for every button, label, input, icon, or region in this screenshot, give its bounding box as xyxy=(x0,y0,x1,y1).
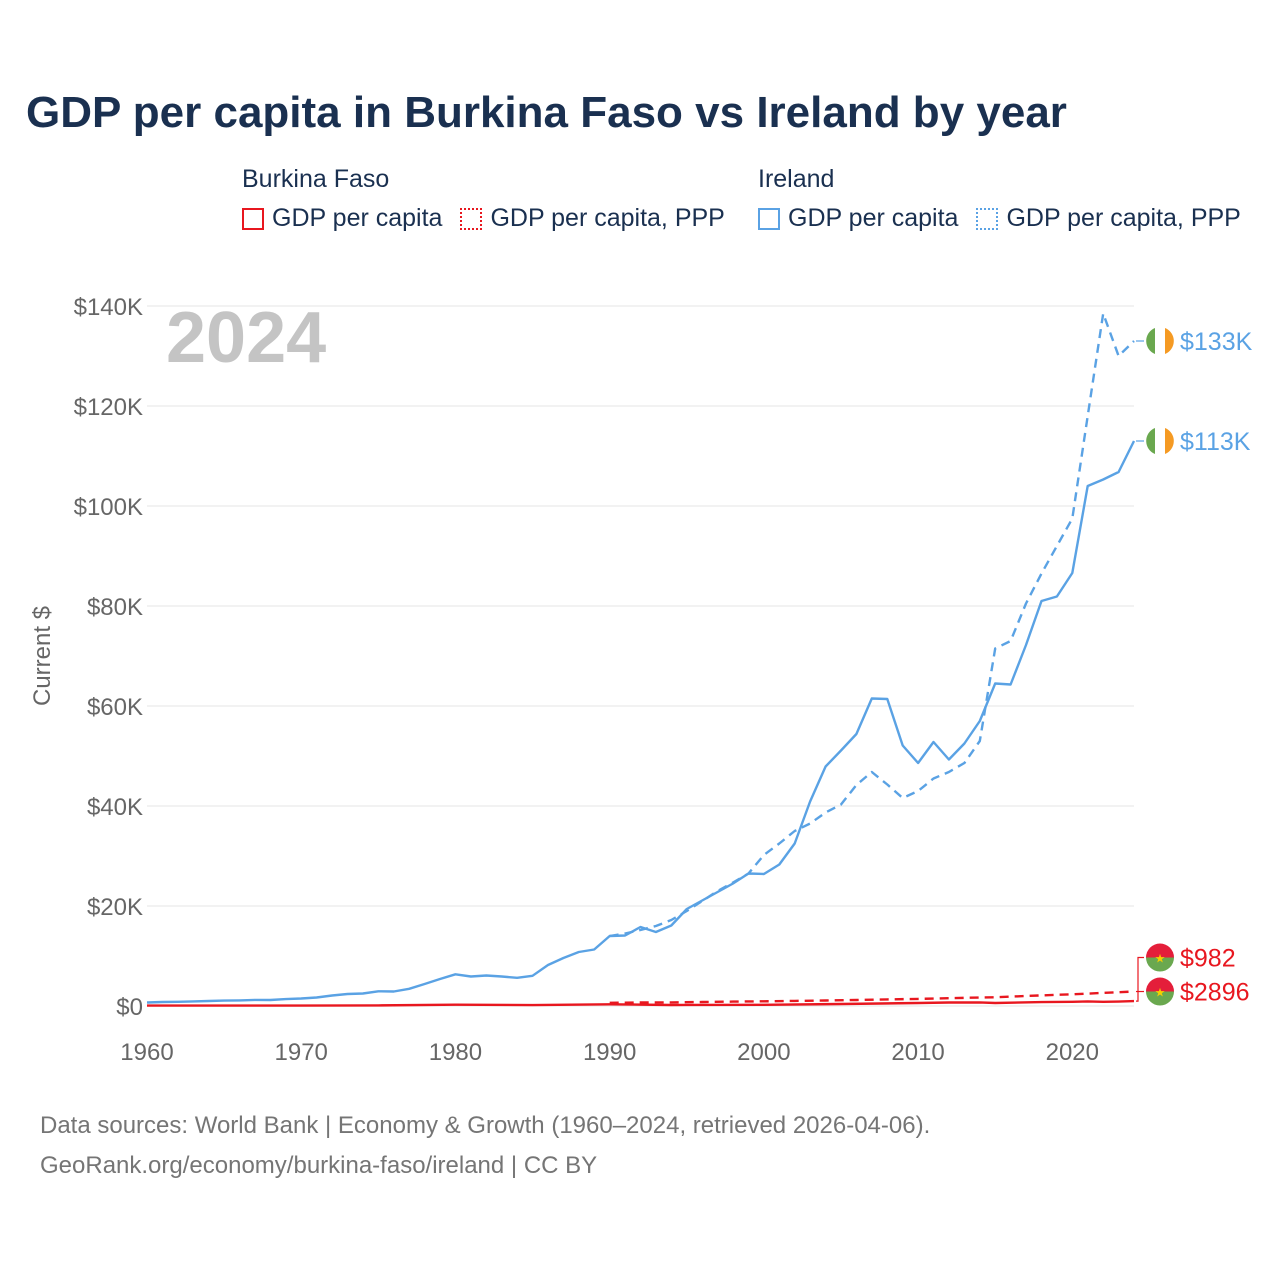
x-tick-label: 2020 xyxy=(1046,1039,1099,1066)
burkina-faso-flag-green xyxy=(1146,991,1174,1006)
y-tick-label: $20K xyxy=(87,894,143,921)
footer-source: Data sources: World Bank | Economy & Gro… xyxy=(40,1112,931,1139)
ireland-flag-green xyxy=(1146,428,1155,454)
y-axis-label: Current $ xyxy=(29,606,56,706)
x-tick-label: 1970 xyxy=(275,1039,328,1066)
y-tick-label: $0 xyxy=(116,994,143,1021)
legend-swatch-dotted xyxy=(976,207,999,230)
year-watermark: 2024 xyxy=(166,298,326,378)
end-value-label: $113K xyxy=(1180,428,1251,456)
legend-item-ireland-gdp-ppp[interactable]: GDP per capita, PPP xyxy=(976,204,1241,233)
legend-group-burkina-faso: Burkina Faso GDP per capita GDP per capi… xyxy=(242,162,743,233)
burkina-faso-flag-star: ★ xyxy=(1155,952,1166,966)
legend-label: GDP per capita, PPP xyxy=(490,204,725,232)
legend-group-ireland: Ireland GDP per capita GDP per capita, P… xyxy=(758,162,1259,233)
x-tick-label: 1990 xyxy=(583,1039,636,1066)
legend-row: GDP per capita GDP per capita, PPP xyxy=(242,204,743,233)
ireland-flag-orange xyxy=(1165,328,1174,354)
legend-swatch-solid xyxy=(242,207,264,230)
y-tick-label: $80K xyxy=(87,594,143,621)
legend-item-burkina-gdp[interactable]: GDP per capita xyxy=(242,204,442,233)
footer: Data sources: World Bank | Economy & Gro… xyxy=(40,1106,930,1186)
legend-swatch-solid xyxy=(758,207,780,230)
chart-title: GDP per capita in Burkina Faso vs Irelan… xyxy=(26,88,1067,137)
burkina-faso-flag-icon xyxy=(1146,977,1174,992)
series-line-burkina-faso-gdp-per-capita-ppp xyxy=(609,990,1135,1004)
y-tick-label: $40K xyxy=(87,794,143,821)
y-tick-label: $140K xyxy=(74,294,143,321)
x-tick-label: 1980 xyxy=(429,1039,482,1066)
end-value-label: $2896 xyxy=(1180,979,1250,1007)
burkina-faso-flag-green xyxy=(1146,957,1174,972)
burkina-faso-flag-star: ★ xyxy=(1155,986,1166,1000)
y-tick-label: $120K xyxy=(74,394,143,421)
legend-swatch-dotted xyxy=(460,207,483,230)
legend-row: GDP per capita GDP per capita, PPP xyxy=(758,204,1259,233)
y-tick-label: $100K xyxy=(74,494,143,521)
legend-label: GDP per capita xyxy=(272,204,443,232)
x-tick-label: 2010 xyxy=(891,1039,944,1066)
end-value-label: $982 xyxy=(1180,945,1236,973)
legend-group-title: Ireland xyxy=(758,165,835,193)
y-tick-label: $60K xyxy=(87,694,143,721)
end-value-label: $133K xyxy=(1180,328,1253,356)
series-line-ireland-gdp-per-capita-ppp xyxy=(609,312,1135,938)
ireland-flag-green xyxy=(1146,328,1155,354)
end-label-connector xyxy=(1136,956,1144,1002)
legend-item-burkina-gdp-ppp[interactable]: GDP per capita, PPP xyxy=(460,204,725,233)
burkina-faso-flag-icon xyxy=(1146,943,1174,958)
x-tick-label: 1960 xyxy=(120,1039,173,1066)
series-line-ireland-gdp-per-capita xyxy=(146,440,1136,1004)
footer-link[interactable]: GeoRank.org/economy/burkina-faso/ireland… xyxy=(40,1152,598,1179)
legend-label: GDP per capita xyxy=(788,204,959,232)
ireland-flag-orange xyxy=(1165,428,1174,454)
x-tick-label: 2000 xyxy=(737,1039,790,1066)
legend-group-title: Burkina Faso xyxy=(242,165,390,193)
legend-label: GDP per capita, PPP xyxy=(1006,204,1241,232)
series-line-burkina-faso-gdp-per-capita xyxy=(147,999,1135,1007)
legend-item-ireland-gdp[interactable]: GDP per capita xyxy=(758,204,958,233)
